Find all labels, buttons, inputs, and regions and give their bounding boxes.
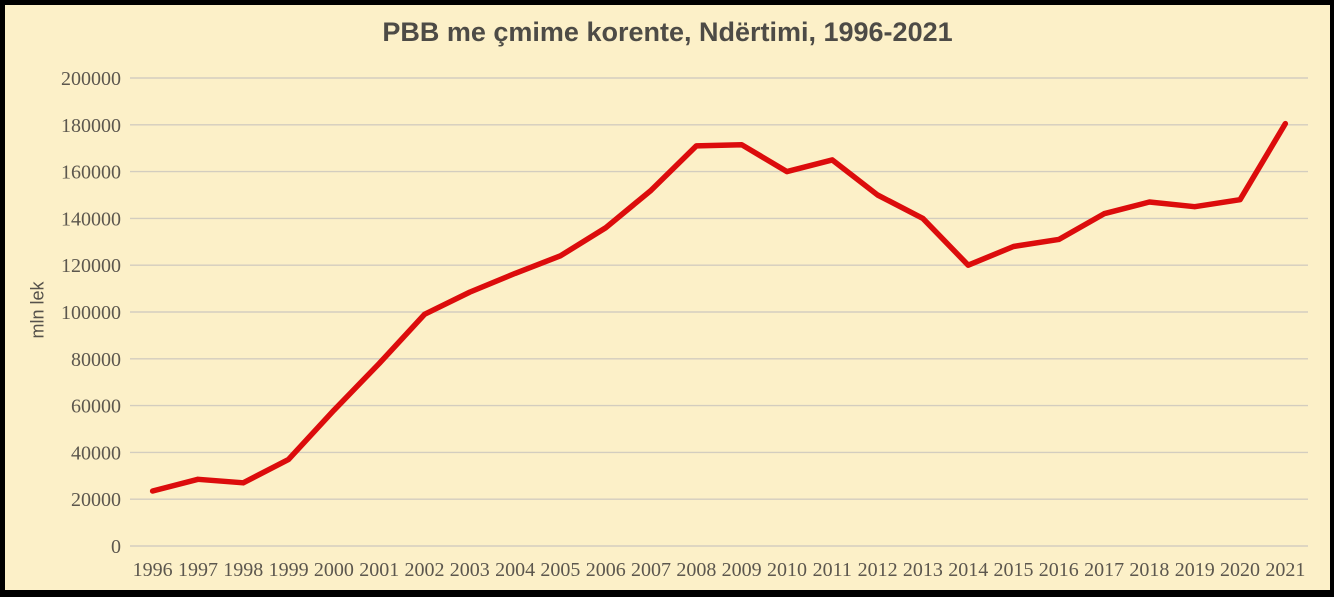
chart-title: PBB me çmime korente, Ndërtimi, 1996-202… [382,17,953,47]
x-tick-label: 1998 [223,559,263,581]
x-tick-label: 2002 [405,559,445,581]
x-tick-label: 1999 [269,559,309,581]
x-tick-label: 2006 [586,559,626,581]
x-tick-label: 2019 [1175,559,1215,581]
x-tick-label: 2005 [540,559,580,581]
y-tick-label: 160000 [61,162,121,184]
y-tick-label: 0 [111,536,121,558]
x-tick-label: 2011 [813,559,852,581]
x-tick-label: 2014 [948,559,988,581]
x-tick-label: 2015 [994,559,1034,581]
data-line-series [149,120,1289,494]
x-tick-label: 2004 [495,559,535,581]
y-tick-label: 100000 [61,302,121,324]
y-tick-label: 180000 [61,115,121,137]
y-tick-label: 60000 [71,396,121,418]
plot-area: 0 20000 40000 60000 80000 100000 120000 140000 1… [61,68,1308,581]
x-tick-label: 2012 [858,559,898,581]
x-tick-label: 2000 [314,559,354,581]
x-tick-label: 2001 [359,559,399,581]
x-tick-label: 2021 [1265,559,1305,581]
x-tick-label: 1996 [133,559,173,581]
x-tick-label: 2013 [903,559,943,581]
y-tick-label: 20000 [71,489,121,511]
y-tick-label: 40000 [71,442,121,464]
x-tick-label: 2003 [450,559,490,581]
x-tick-label: 2007 [631,559,671,581]
y-tick-label: 140000 [61,208,121,230]
x-tick-label: 2017 [1084,559,1124,581]
x-tick-label: 2010 [767,559,807,581]
y-tick-label: 200000 [61,68,121,90]
x-tick-label: 2008 [676,559,716,581]
x-tick-label: 2020 [1220,559,1260,581]
x-tick-label: 2009 [722,559,762,581]
x-tick-label: 2016 [1039,559,1079,581]
x-tick-label: 1997 [178,559,218,581]
y-tick-label: 120000 [61,255,121,277]
x-tick-label: 2018 [1129,559,1169,581]
y-tick-label: 80000 [71,349,121,371]
